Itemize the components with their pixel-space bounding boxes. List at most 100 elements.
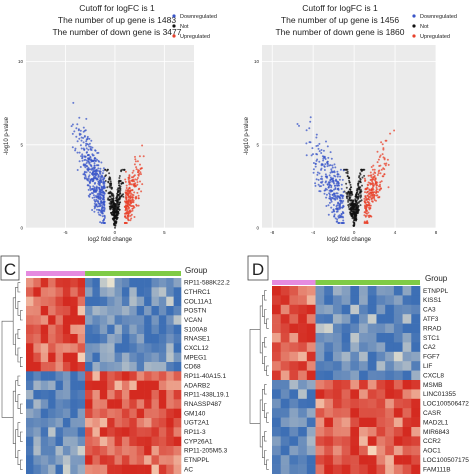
heatmap-cell [33, 343, 42, 353]
heatmap-cell [92, 324, 101, 335]
volcano-point [324, 163, 327, 166]
heatmap-cell [173, 352, 182, 363]
heatmap-cell [359, 333, 369, 343]
volcano-point [102, 181, 105, 184]
heatmap-cell [289, 342, 299, 353]
heatmap-cell [306, 295, 316, 306]
heatmap-cell [298, 314, 308, 324]
heatmap-cell [121, 362, 130, 372]
volcano-point [359, 190, 362, 193]
heatmap-cell [359, 408, 369, 418]
volcano-point [357, 197, 360, 200]
heatmap-cell [33, 436, 42, 447]
volcano-point [357, 193, 360, 196]
heatmap-cell [324, 333, 334, 343]
heatmap-cell [144, 446, 152, 456]
volcano-point [363, 197, 366, 200]
heatmap-cell [315, 323, 325, 334]
heatmap-cell [166, 455, 174, 465]
heatmap-cell [166, 334, 174, 344]
heatmap-row-label: CA2 [423, 344, 436, 351]
heatmap-cell [55, 464, 64, 474]
volcano-point [127, 214, 130, 217]
right-gridlines [262, 45, 437, 229]
heatmap-row-label: GM140 [184, 410, 206, 417]
volcano-point [363, 214, 366, 217]
volcano-point [320, 152, 323, 154]
heatmap-cell [62, 380, 71, 391]
heatmap-cell [121, 343, 130, 353]
volcano-point [96, 152, 99, 154]
heatmap-cell [166, 296, 174, 307]
volcano-point [381, 153, 384, 156]
heatmap-cell [99, 380, 108, 391]
volcano-point [322, 155, 325, 158]
heatmap-cell [289, 427, 299, 437]
volcano-point [127, 218, 130, 221]
dendrogram-branch [259, 399, 263, 448]
heatmap-cell [99, 352, 108, 363]
heatmap-row-label: RNASE1 [184, 336, 210, 343]
heatmap-cell [136, 343, 145, 353]
volcano-point [351, 217, 354, 220]
heatmap-cell [173, 324, 182, 335]
heatmap-cell [350, 398, 360, 409]
volcano-point [99, 221, 102, 224]
volcano-point [359, 180, 361, 183]
heatmap-cell [136, 427, 145, 437]
heatmap-cell [341, 295, 351, 306]
heatmap-cell [114, 324, 123, 335]
volcano-point [384, 164, 387, 167]
volcano-point [122, 182, 125, 185]
heatmap-cell [48, 464, 56, 474]
heatmap-row-label: RP11-40A15.1 [184, 373, 227, 380]
volcano-point [311, 147, 314, 150]
right-points [296, 116, 396, 227]
heatmap-cell [315, 445, 325, 456]
heatmap-cell [350, 342, 360, 353]
volcano-point [325, 140, 327, 143]
volcano-point [330, 206, 333, 209]
heatmap-cell [107, 278, 115, 288]
heatmap-cell [173, 446, 182, 456]
heatmap-cell [298, 295, 308, 306]
volcano-point [139, 180, 141, 183]
dendrogram-branch [17, 282, 21, 293]
heatmap-cell [55, 296, 64, 307]
heatmap-row-label: LINC01355 [423, 391, 456, 398]
dendrogram-branch [17, 375, 21, 386]
heatmap-cell [359, 436, 369, 447]
volcano-point [100, 161, 103, 164]
heatmap-cell [33, 352, 42, 363]
volcano-point [349, 202, 352, 205]
volcano-point [329, 184, 331, 187]
heatmap-cell [129, 334, 138, 344]
heatmap-cell [55, 352, 64, 363]
volcano-point [372, 188, 375, 191]
heatmap-cell [85, 446, 93, 456]
heatmap-cell [40, 399, 49, 409]
heatmap-cell [144, 436, 152, 447]
volcano-point [109, 195, 112, 198]
heatmap-cell [158, 296, 167, 307]
volcano-point [109, 186, 112, 189]
heatmap-cell [48, 315, 56, 325]
heatmap-cell [385, 333, 395, 343]
volcano-point [374, 181, 377, 184]
volcano-point [364, 196, 367, 199]
volcano-point [338, 178, 341, 181]
heatmap-row-label: STC1 [423, 335, 440, 342]
volcano-point [370, 192, 373, 195]
volcano-point [86, 178, 89, 181]
volcano-point [341, 197, 344, 200]
volcano-point [335, 220, 338, 223]
heatmap-cell [272, 455, 282, 465]
volcano-point [85, 117, 88, 120]
heatmap-cell [289, 323, 299, 334]
heatmap-cell [306, 445, 316, 456]
volcano-point [364, 180, 366, 182]
heatmap-cell [324, 445, 334, 456]
heatmap-cell [367, 427, 377, 437]
heatmap-cell [411, 408, 421, 418]
